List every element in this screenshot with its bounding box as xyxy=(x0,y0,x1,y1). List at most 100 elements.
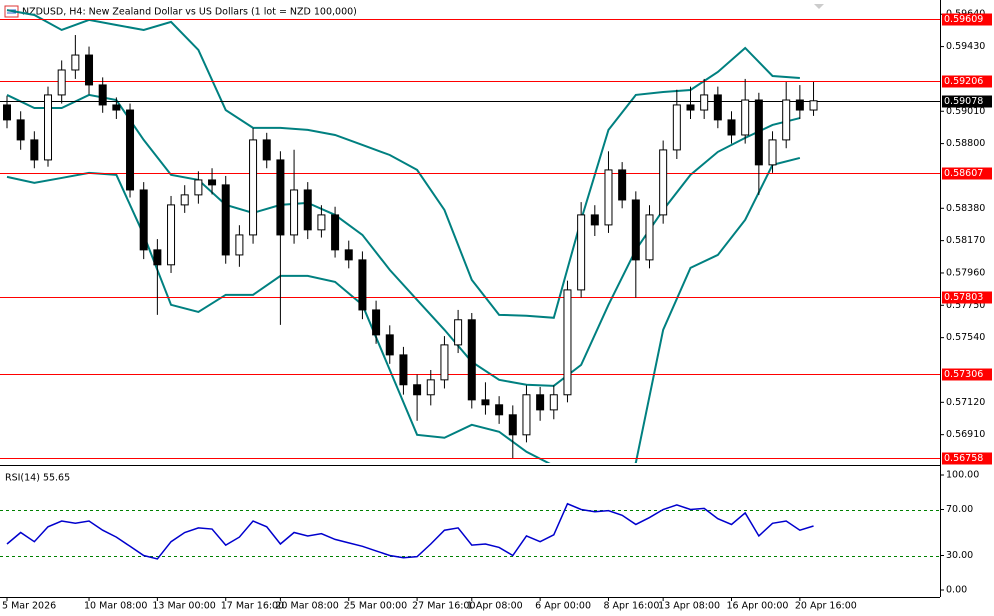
candle-body xyxy=(249,139,258,236)
y-tick-label: 100.00 xyxy=(946,470,979,481)
candle-body xyxy=(659,149,668,216)
rsi-line xyxy=(6,502,814,560)
y-tick-label: 0.59430 xyxy=(946,41,985,52)
candle-body xyxy=(331,214,340,251)
candle-body xyxy=(604,169,613,226)
level-tag xyxy=(942,452,992,465)
y-tick-label: 0.58380 xyxy=(946,203,985,214)
candle-body xyxy=(153,249,162,266)
candle-body xyxy=(71,54,80,71)
candle-body xyxy=(112,104,121,111)
shift-marker xyxy=(814,4,824,9)
x-tick-label: 16 Apr 00:00 xyxy=(727,601,789,612)
candle-body xyxy=(208,179,217,186)
candle-body xyxy=(3,104,11,121)
candle-body xyxy=(563,289,572,396)
x-tick-label: 27 Mar 16:00 xyxy=(412,601,475,612)
level-tag xyxy=(942,167,992,180)
candle-body xyxy=(754,99,763,166)
axes: 0.596400.594300.590100.588000.583800.581… xyxy=(2,9,992,612)
y-tick-label: 0.57750 xyxy=(946,300,985,311)
candle-body xyxy=(454,319,463,346)
level-label: 0.58607 xyxy=(944,168,983,179)
candle-body xyxy=(276,159,285,236)
y-tick-label: 70.00 xyxy=(946,504,973,515)
x-tick-label: 13 Mar 00:00 xyxy=(152,601,215,612)
candle-body xyxy=(672,104,681,151)
candle-body xyxy=(467,319,476,401)
candle-body xyxy=(57,69,66,96)
candle-body xyxy=(631,199,640,261)
candle-body xyxy=(782,99,791,141)
candle-body xyxy=(194,179,203,196)
y-tick-label: 0.00 xyxy=(946,585,967,596)
level-tag xyxy=(942,75,992,88)
candle-body xyxy=(44,94,53,161)
level-label: 0.59078 xyxy=(944,96,983,107)
candle-body xyxy=(317,214,326,231)
y-tick-label: 0.58800 xyxy=(946,138,985,149)
y-tick-label: 0.58170 xyxy=(946,235,985,246)
candle-body xyxy=(399,354,408,386)
candle-body xyxy=(618,169,627,201)
band-line xyxy=(6,9,800,319)
x-tick-label: 20 Apr 16:00 xyxy=(795,601,857,612)
candle-body xyxy=(590,214,599,226)
y-tick-label: 0.57960 xyxy=(946,267,985,278)
level-tag xyxy=(942,13,992,26)
candle-body xyxy=(139,189,148,251)
candle-body xyxy=(30,139,39,161)
y-tick-label: 0.57540 xyxy=(946,332,985,343)
y-tick-label: 0.57120 xyxy=(946,397,985,408)
y-tick-label: 0.56910 xyxy=(946,429,985,440)
candle-body xyxy=(290,189,299,236)
candle-body xyxy=(727,119,736,136)
candle-body xyxy=(549,394,558,411)
level-tag xyxy=(942,368,992,381)
x-tick-label: 13 Apr 08:00 xyxy=(658,601,720,612)
candle-body xyxy=(495,404,504,416)
level-label: 0.57803 xyxy=(944,292,983,303)
level-tag xyxy=(942,291,992,304)
candle-body xyxy=(768,139,777,166)
candle-body xyxy=(413,384,422,396)
candle-body xyxy=(481,399,490,406)
level-tag xyxy=(942,95,992,108)
x-tick-label: 10 Mar 08:00 xyxy=(84,601,147,612)
x-tick-label: 5 Mar 2026 xyxy=(2,601,56,612)
level-label: 0.59206 xyxy=(944,76,983,87)
candle-body xyxy=(809,100,818,111)
rsi-plot xyxy=(0,502,940,560)
candle-body xyxy=(645,214,654,261)
candle-body xyxy=(795,99,804,111)
x-tick-label: 25 Mar 00:00 xyxy=(344,601,407,612)
candle-body xyxy=(372,309,381,336)
candle-body xyxy=(344,249,353,261)
candle-body xyxy=(536,394,545,411)
candle-body xyxy=(686,104,695,111)
candle-body xyxy=(577,214,586,291)
level-label: 0.57306 xyxy=(944,369,983,380)
chart-title: NZDUSD, H4: New Zealand Dollar vs US Dol… xyxy=(22,7,357,18)
candle-body xyxy=(426,379,435,396)
candle-body xyxy=(126,109,135,191)
candle-body xyxy=(508,414,517,436)
rsi-title: RSI(14) 55.65 xyxy=(5,473,70,484)
candle-body xyxy=(522,394,531,436)
candle-body xyxy=(741,99,750,136)
level-label: 0.59609 xyxy=(944,14,983,25)
candle-body xyxy=(16,119,25,141)
price-plot xyxy=(0,9,940,463)
candle-body xyxy=(700,94,709,111)
x-tick-label: 8 Apr 16:00 xyxy=(603,601,659,612)
candle-body xyxy=(85,54,94,86)
candle-body xyxy=(221,184,230,256)
candle-body xyxy=(385,334,394,356)
candle-body xyxy=(167,204,176,266)
y-tick-label: 0.59010 xyxy=(946,106,985,117)
x-tick-label: 6 Apr 00:00 xyxy=(535,601,591,612)
x-tick-label: 20 Mar 08:00 xyxy=(275,601,338,612)
x-tick-label: 17 Mar 16:00 xyxy=(221,601,284,612)
